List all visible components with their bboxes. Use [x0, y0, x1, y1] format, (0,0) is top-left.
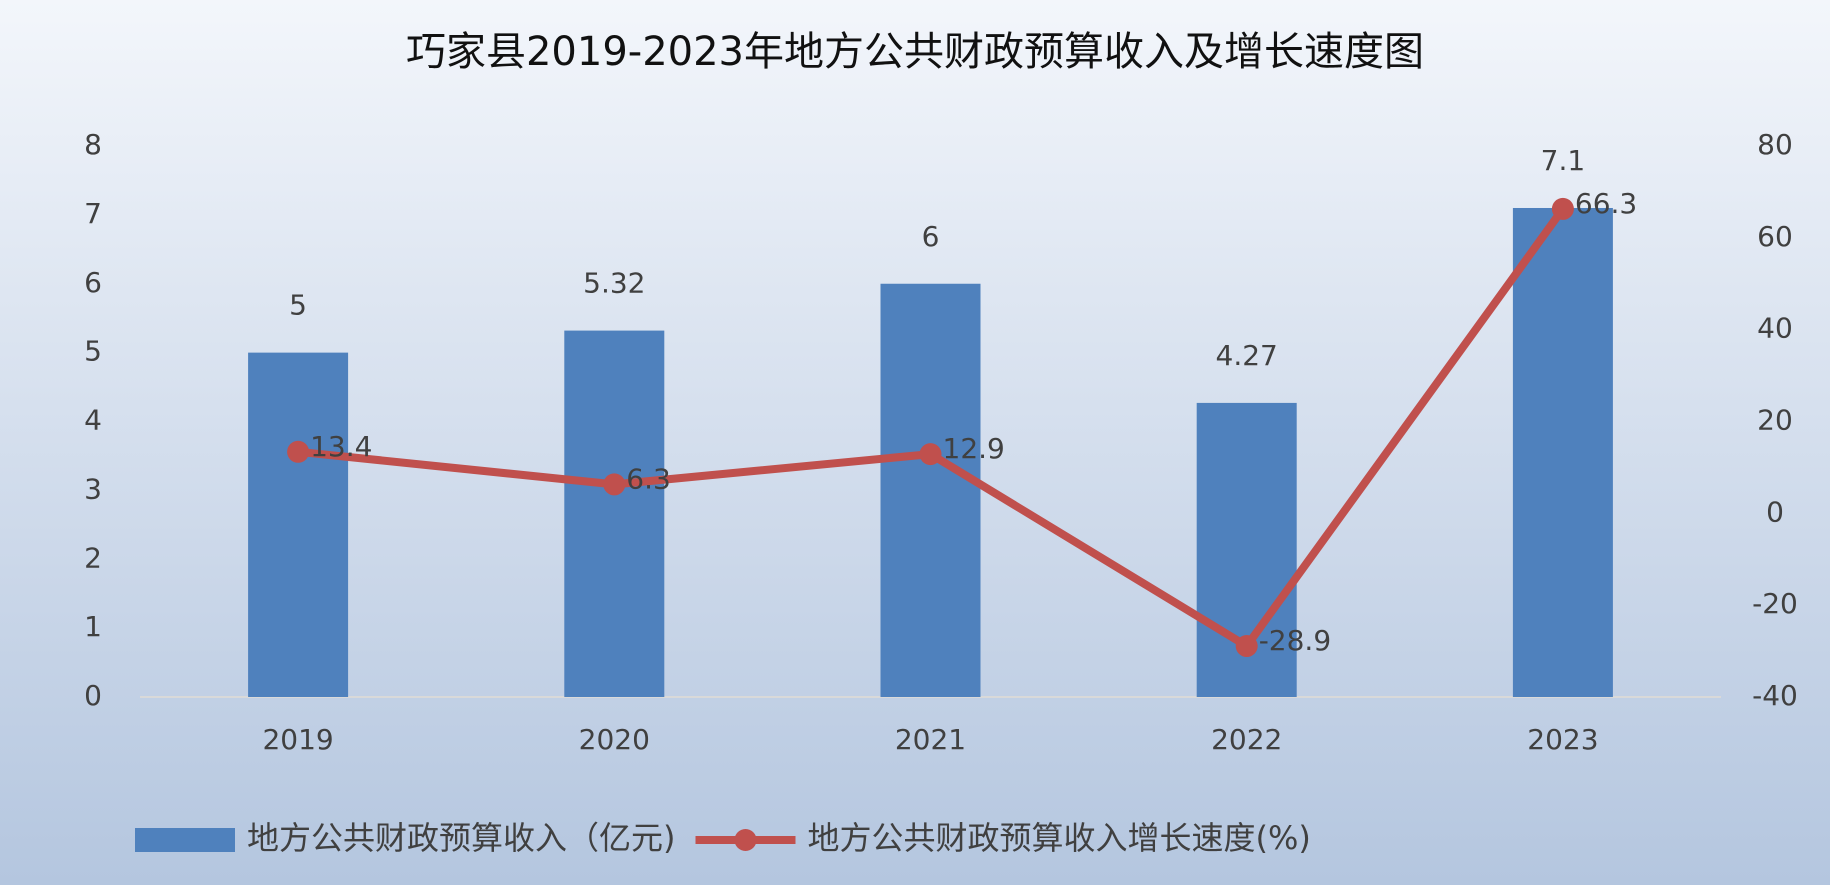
y-tick-label: 5: [84, 335, 102, 368]
data-label: 12.9: [943, 432, 1005, 465]
y-tick-label: 1: [84, 610, 102, 643]
data-label: 6: [922, 220, 940, 253]
y2-tick-label: 20: [1757, 404, 1793, 437]
data-label: 5: [289, 289, 307, 322]
y2-tick-label: -40: [1752, 679, 1798, 712]
legend-swatch: [135, 828, 235, 852]
line-marker: [919, 443, 942, 466]
y-tick-label: 0: [84, 679, 102, 712]
legend-swatch-marker: [734, 829, 757, 851]
data-label: 66.3: [1575, 187, 1637, 220]
line-marker: [603, 473, 626, 496]
y-tick-label: 2: [84, 541, 102, 574]
line-marker: [1235, 635, 1258, 658]
data-label: 6.3: [626, 462, 671, 495]
data-label: 13.4: [310, 430, 372, 463]
x-tick-label: 2021: [895, 723, 966, 756]
y2-tick-label: 60: [1757, 220, 1793, 253]
y2-tick-label: 0: [1766, 495, 1784, 528]
y-tick-label: 4: [84, 404, 102, 437]
data-label: -28.9: [1259, 624, 1331, 657]
data-label: 4.27: [1216, 339, 1278, 372]
y-tick-label: 3: [84, 472, 102, 505]
y2-tick-label: -20: [1752, 587, 1798, 620]
x-tick-label: 2019: [262, 723, 333, 756]
y2-tick-label: 40: [1757, 312, 1793, 345]
chart-title: 巧家县2019-2023年地方公共财政预算收入及增长速度图: [406, 29, 1424, 75]
bar: [248, 352, 349, 697]
legend-label: 地方公共财政预算收入增长速度(%): [808, 819, 1311, 857]
line-marker: [1551, 197, 1574, 220]
line-marker: [287, 440, 310, 463]
x-tick-label: 2022: [1211, 723, 1282, 756]
bar: [1512, 207, 1613, 698]
data-label: 7.1: [1541, 144, 1586, 177]
x-tick-label: 2020: [579, 723, 650, 756]
y2-tick-label: 80: [1757, 128, 1793, 161]
y-tick-label: 6: [84, 266, 102, 299]
y-tick-label: 7: [84, 197, 102, 230]
y-tick-label: 8: [84, 128, 102, 161]
x-tick-label: 2023: [1527, 723, 1598, 756]
legend-label: 地方公共财政预算收入（亿元): [247, 819, 676, 857]
bar: [880, 283, 981, 697]
data-label: 5.32: [583, 267, 645, 300]
bar: [564, 330, 665, 697]
